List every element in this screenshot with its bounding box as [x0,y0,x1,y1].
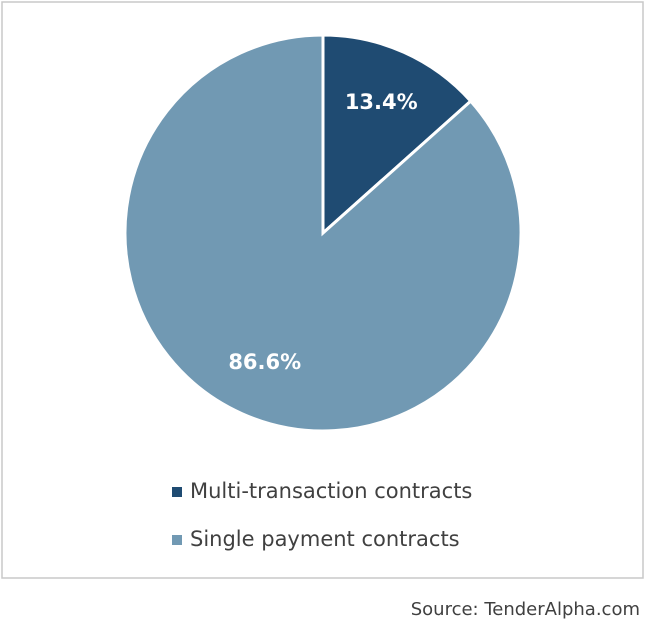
legend-label: Single payment contracts [190,527,460,551]
legend-swatch [172,535,182,545]
legend-label: Multi-transaction contracts [190,479,472,503]
data-label: 13.4% [345,90,418,114]
data-label: 86.6% [228,350,301,374]
legend-swatch [172,487,182,497]
source-note: Source: TenderAlpha.com [411,599,640,620]
pie-slice [321,33,473,237]
pie-slice [123,33,523,433]
